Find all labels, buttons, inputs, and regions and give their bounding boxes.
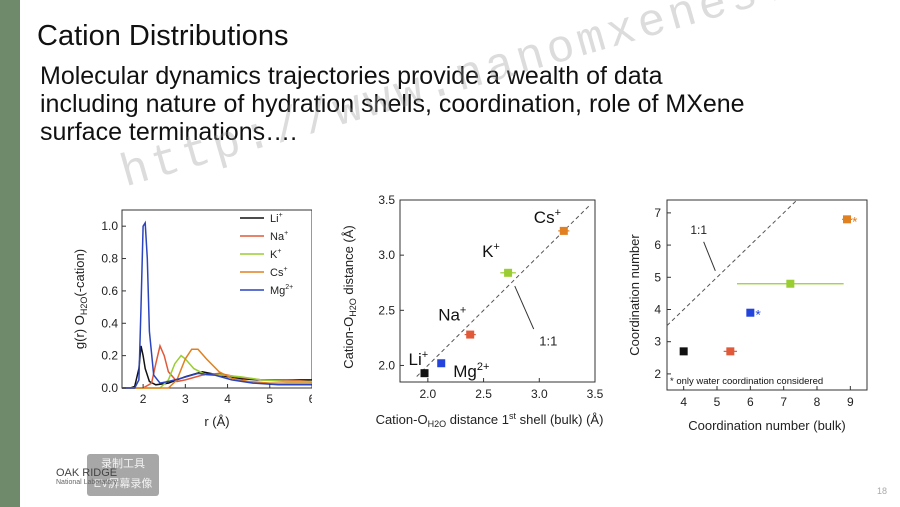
legend-label: Mg2+ <box>270 284 293 297</box>
data-point-cs <box>559 226 568 235</box>
y-tick-label: 0.4 <box>101 316 118 330</box>
plot-frame <box>121 209 312 389</box>
x-tick-label: 2.5 <box>475 387 492 401</box>
slide-body: Molecular dynamics trajectories provide … <box>40 62 840 146</box>
data-point <box>726 347 735 356</box>
x-axis-label: Cation-OH2O distance 1st shell (bulk) (Å… <box>376 411 604 429</box>
point-label-mg: Mg2+ <box>453 361 489 381</box>
x-tick-label: 6 <box>747 395 754 409</box>
body-line-1: Molecular dynamics trajectories provide … <box>40 62 663 90</box>
y-axis-label: Cation-OH2O distance (Å) <box>341 225 358 369</box>
oak-ridge-logo: OAK RIDGE National Laboratory <box>56 467 117 486</box>
tool-badge-line-1: 录制工具 <box>101 458 145 470</box>
y-tick-label: 0.8 <box>101 252 118 266</box>
reference-arrow <box>703 241 716 272</box>
page-number: 18 <box>877 486 888 496</box>
x-tick-label: 4 <box>224 392 231 406</box>
y-tick-label: 0.0 <box>101 381 118 395</box>
x-tick-label: 6 <box>309 392 312 406</box>
rdf-chart: 2 3 4 5 6 0.0 0.2 0.4 0.6 0.8 1.0 r (Å) g(r) OH2O(-c… <box>72 209 312 429</box>
x-tick-label: 3.5 <box>587 387 604 401</box>
plot-frame <box>666 199 868 391</box>
y-tick-label: 0.6 <box>101 284 118 298</box>
y-tick-label: 2.5 <box>378 303 395 317</box>
body-line-2: including nature of hydration shells, co… <box>40 90 745 118</box>
reference-line-label: 1:1 <box>539 334 557 349</box>
x-tick-label: 4 <box>680 395 687 409</box>
star-marker: * <box>852 213 858 229</box>
x-tick-label: 5 <box>714 395 721 409</box>
slide-side-bar <box>0 0 20 507</box>
point-label-cs: Cs+ <box>534 207 561 227</box>
body-line-3: surface terminations…. <box>40 118 298 146</box>
legend-label: Cs+ <box>270 266 288 279</box>
star-marker: * <box>755 307 761 323</box>
data-point <box>843 215 851 224</box>
slide: Cation Distributions Molecular dynamics … <box>20 0 900 507</box>
point-label-na: Na+ <box>438 305 466 325</box>
x-tick-label: 3 <box>182 392 189 406</box>
y-tick-label: 6 <box>654 238 661 252</box>
x-tick-label: 7 <box>780 395 787 409</box>
x-tick-label: 2.0 <box>420 387 437 401</box>
x-tick-label: 9 <box>847 395 854 409</box>
point-label-li: Li+ <box>409 349 429 369</box>
x-axis-label: r (Å) <box>204 414 229 429</box>
series-line-mg <box>122 220 312 389</box>
recording-tool-badge: 录制工具 EV屏幕录像 <box>87 454 159 496</box>
reference-line-1to1 <box>666 199 798 326</box>
logo-subtext: National Laboratory <box>56 479 118 486</box>
y-tick-label: 2 <box>654 367 661 381</box>
data-point-li <box>420 369 429 378</box>
x-tick-label: 8 <box>814 395 821 409</box>
y-tick-label: 0.2 <box>101 349 118 363</box>
y-axis-label: Coordination number <box>627 234 642 356</box>
y-tick-label: 1.0 <box>101 219 118 233</box>
x-axis-label: Coordination number (bulk) <box>688 418 846 433</box>
series-line-li <box>122 345 312 389</box>
data-point <box>786 279 795 288</box>
y-tick-label: 3.0 <box>378 248 395 262</box>
y-tick-label: 5 <box>654 270 661 284</box>
x-tick-label: 2 <box>140 392 147 406</box>
y-tick-label: 3 <box>654 335 661 349</box>
data-point-k <box>504 268 513 277</box>
data-point <box>679 347 688 356</box>
data-point <box>746 308 755 317</box>
coordination-chart: 1:1 * * 4 5 6 7 8 9 2 3 4 5 6 7 * only water coordinati… <box>627 199 868 433</box>
y-tick-label: 4 <box>654 302 661 316</box>
point-label-k: K+ <box>482 241 500 261</box>
series-line-k <box>122 354 312 389</box>
legend-label: Na+ <box>270 230 288 243</box>
distance-chart: 1:1 Li+ Mg2+ Na+ K+ Cs+ 2.0 2.5 3.0 3.5 2.0 2.5 3.0 3… <box>341 193 604 429</box>
data-point-na <box>466 330 475 339</box>
plot-frame <box>399 199 596 383</box>
x-tick-label: 5 <box>266 392 273 406</box>
legend-label: K+ <box>270 248 281 261</box>
legend-label: Li+ <box>270 212 283 225</box>
y-tick-label: 3.5 <box>378 193 395 207</box>
footnote: * only water coordination considered <box>670 376 823 387</box>
y-tick-label: 2.0 <box>378 358 395 372</box>
tool-badge-line-2: EV屏幕录像 <box>93 478 153 490</box>
logo-text: OAK RIDGE <box>56 467 118 479</box>
reference-arrow <box>514 285 535 330</box>
y-tick-label: 7 <box>654 206 661 220</box>
x-tick-label: 3.0 <box>531 387 548 401</box>
reference-line-1to1 <box>416 205 590 377</box>
data-point-mg <box>437 359 446 368</box>
y-axis-label: g(r) OH2O(-cation) <box>72 249 89 349</box>
slide-title: Cation Distributions <box>37 20 289 52</box>
reference-line-label: 1:1 <box>690 223 707 237</box>
